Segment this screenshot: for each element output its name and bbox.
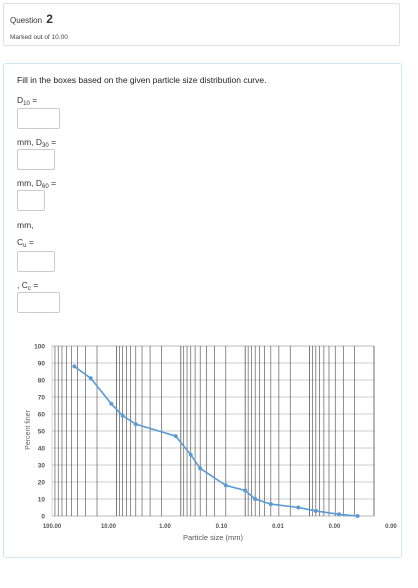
cu-label: Cu = [17, 237, 34, 249]
cc-label-suffix: = [30, 280, 39, 290]
question-marks: Marked out of 10.00 [10, 34, 68, 41]
cu-input[interactable] [17, 251, 55, 272]
cc-input[interactable] [17, 292, 60, 313]
cu-label-sub: u [23, 243, 27, 249]
question-prompt: Fill in the boxes based on the given par… [17, 75, 267, 85]
mm-label: mm, [17, 220, 34, 230]
cu-label-base: C [17, 237, 24, 247]
cu-label-suffix: = [26, 237, 34, 247]
d60-label-suffix: = [48, 178, 57, 188]
d60-label-sub: 60 [42, 184, 49, 190]
d60-label-pre: mm, D [17, 178, 43, 188]
d30-label-sub: 30 [42, 143, 49, 149]
d30-input[interactable] [17, 149, 55, 170]
question-label: Question [10, 16, 43, 25]
cc-label-sub: c [27, 286, 31, 292]
d30-label-suffix: = [48, 137, 57, 147]
d30-label-pre: mm, D [17, 137, 43, 147]
d10-label-sub: 10 [23, 101, 30, 107]
d10-label-base: D [17, 95, 24, 105]
d60-input[interactable] [17, 190, 45, 211]
d30-label: mm, D30 = [17, 137, 56, 149]
question-title: Question 2 [10, 12, 53, 26]
question-number: 2 [46, 12, 53, 26]
d10-label: D10 = [17, 95, 37, 107]
d10-input[interactable] [17, 108, 60, 129]
question-content-box: Fill in the boxes based on the given par… [3, 63, 402, 558]
d60-label: mm, D60 = [17, 178, 56, 190]
cc-label-pre: , C [17, 280, 28, 290]
d10-label-suffix: = [29, 95, 38, 105]
question-info-box: Question 2 Marked out of 10.00 [3, 3, 400, 46]
cc-label: , Cc = [17, 280, 38, 292]
